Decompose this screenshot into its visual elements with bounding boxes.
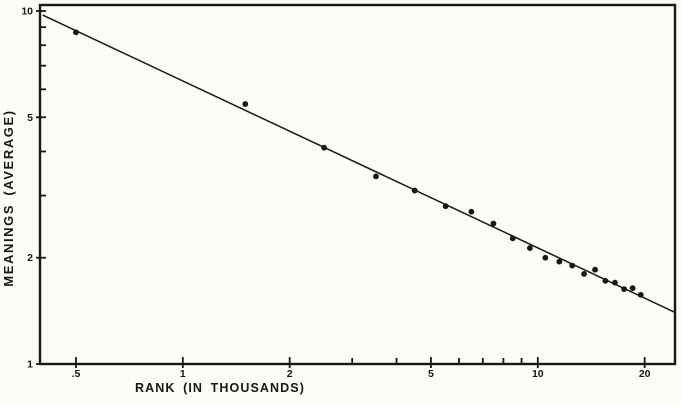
data-point <box>621 286 627 293</box>
y-tick-label: 5 <box>27 112 33 124</box>
data-point <box>242 101 249 107</box>
plot-border <box>38 3 677 366</box>
data-point <box>73 29 79 36</box>
x-tick-label: 10 <box>532 368 544 380</box>
data-point <box>411 187 418 194</box>
fit-line <box>42 14 676 314</box>
data-point <box>373 173 379 180</box>
x-axis-ticks <box>75 357 646 368</box>
x-tick-label: 5 <box>428 368 434 380</box>
x-tick-label: 2 <box>287 368 293 380</box>
data-point <box>321 144 327 151</box>
data-point <box>581 270 587 277</box>
data-point <box>612 279 618 286</box>
x-tick-label: 1 <box>180 368 186 380</box>
x-axis-tick-labels: .5 1 2 5 10 20 <box>72 368 651 380</box>
y-axis-ticks <box>36 10 46 365</box>
x-tick-label: .5 <box>72 368 81 380</box>
x-axis-title: RANK (IN THOUSANDS) <box>135 381 305 395</box>
regression-line <box>42 14 676 314</box>
data-point <box>526 245 533 251</box>
y-tick-label: 1 <box>27 359 33 371</box>
y-tick-label: 10 <box>21 6 33 18</box>
data-point <box>542 254 549 261</box>
data-point <box>490 220 497 227</box>
data-points <box>73 29 644 298</box>
y-axis-tick-labels: 1 2 5 10 <box>21 6 33 371</box>
data-point <box>592 266 598 273</box>
data-point <box>509 235 516 242</box>
data-point <box>468 208 475 215</box>
data-point <box>602 277 609 284</box>
data-point <box>556 258 563 265</box>
y-tick-label: 2 <box>27 252 33 264</box>
data-point <box>637 291 644 298</box>
data-point <box>629 285 636 292</box>
x-tick-label: 20 <box>639 368 651 380</box>
data-point <box>569 262 576 269</box>
y-axis-title: MEANINGS (AVERAGE) <box>1 109 16 286</box>
data-point <box>442 203 449 210</box>
